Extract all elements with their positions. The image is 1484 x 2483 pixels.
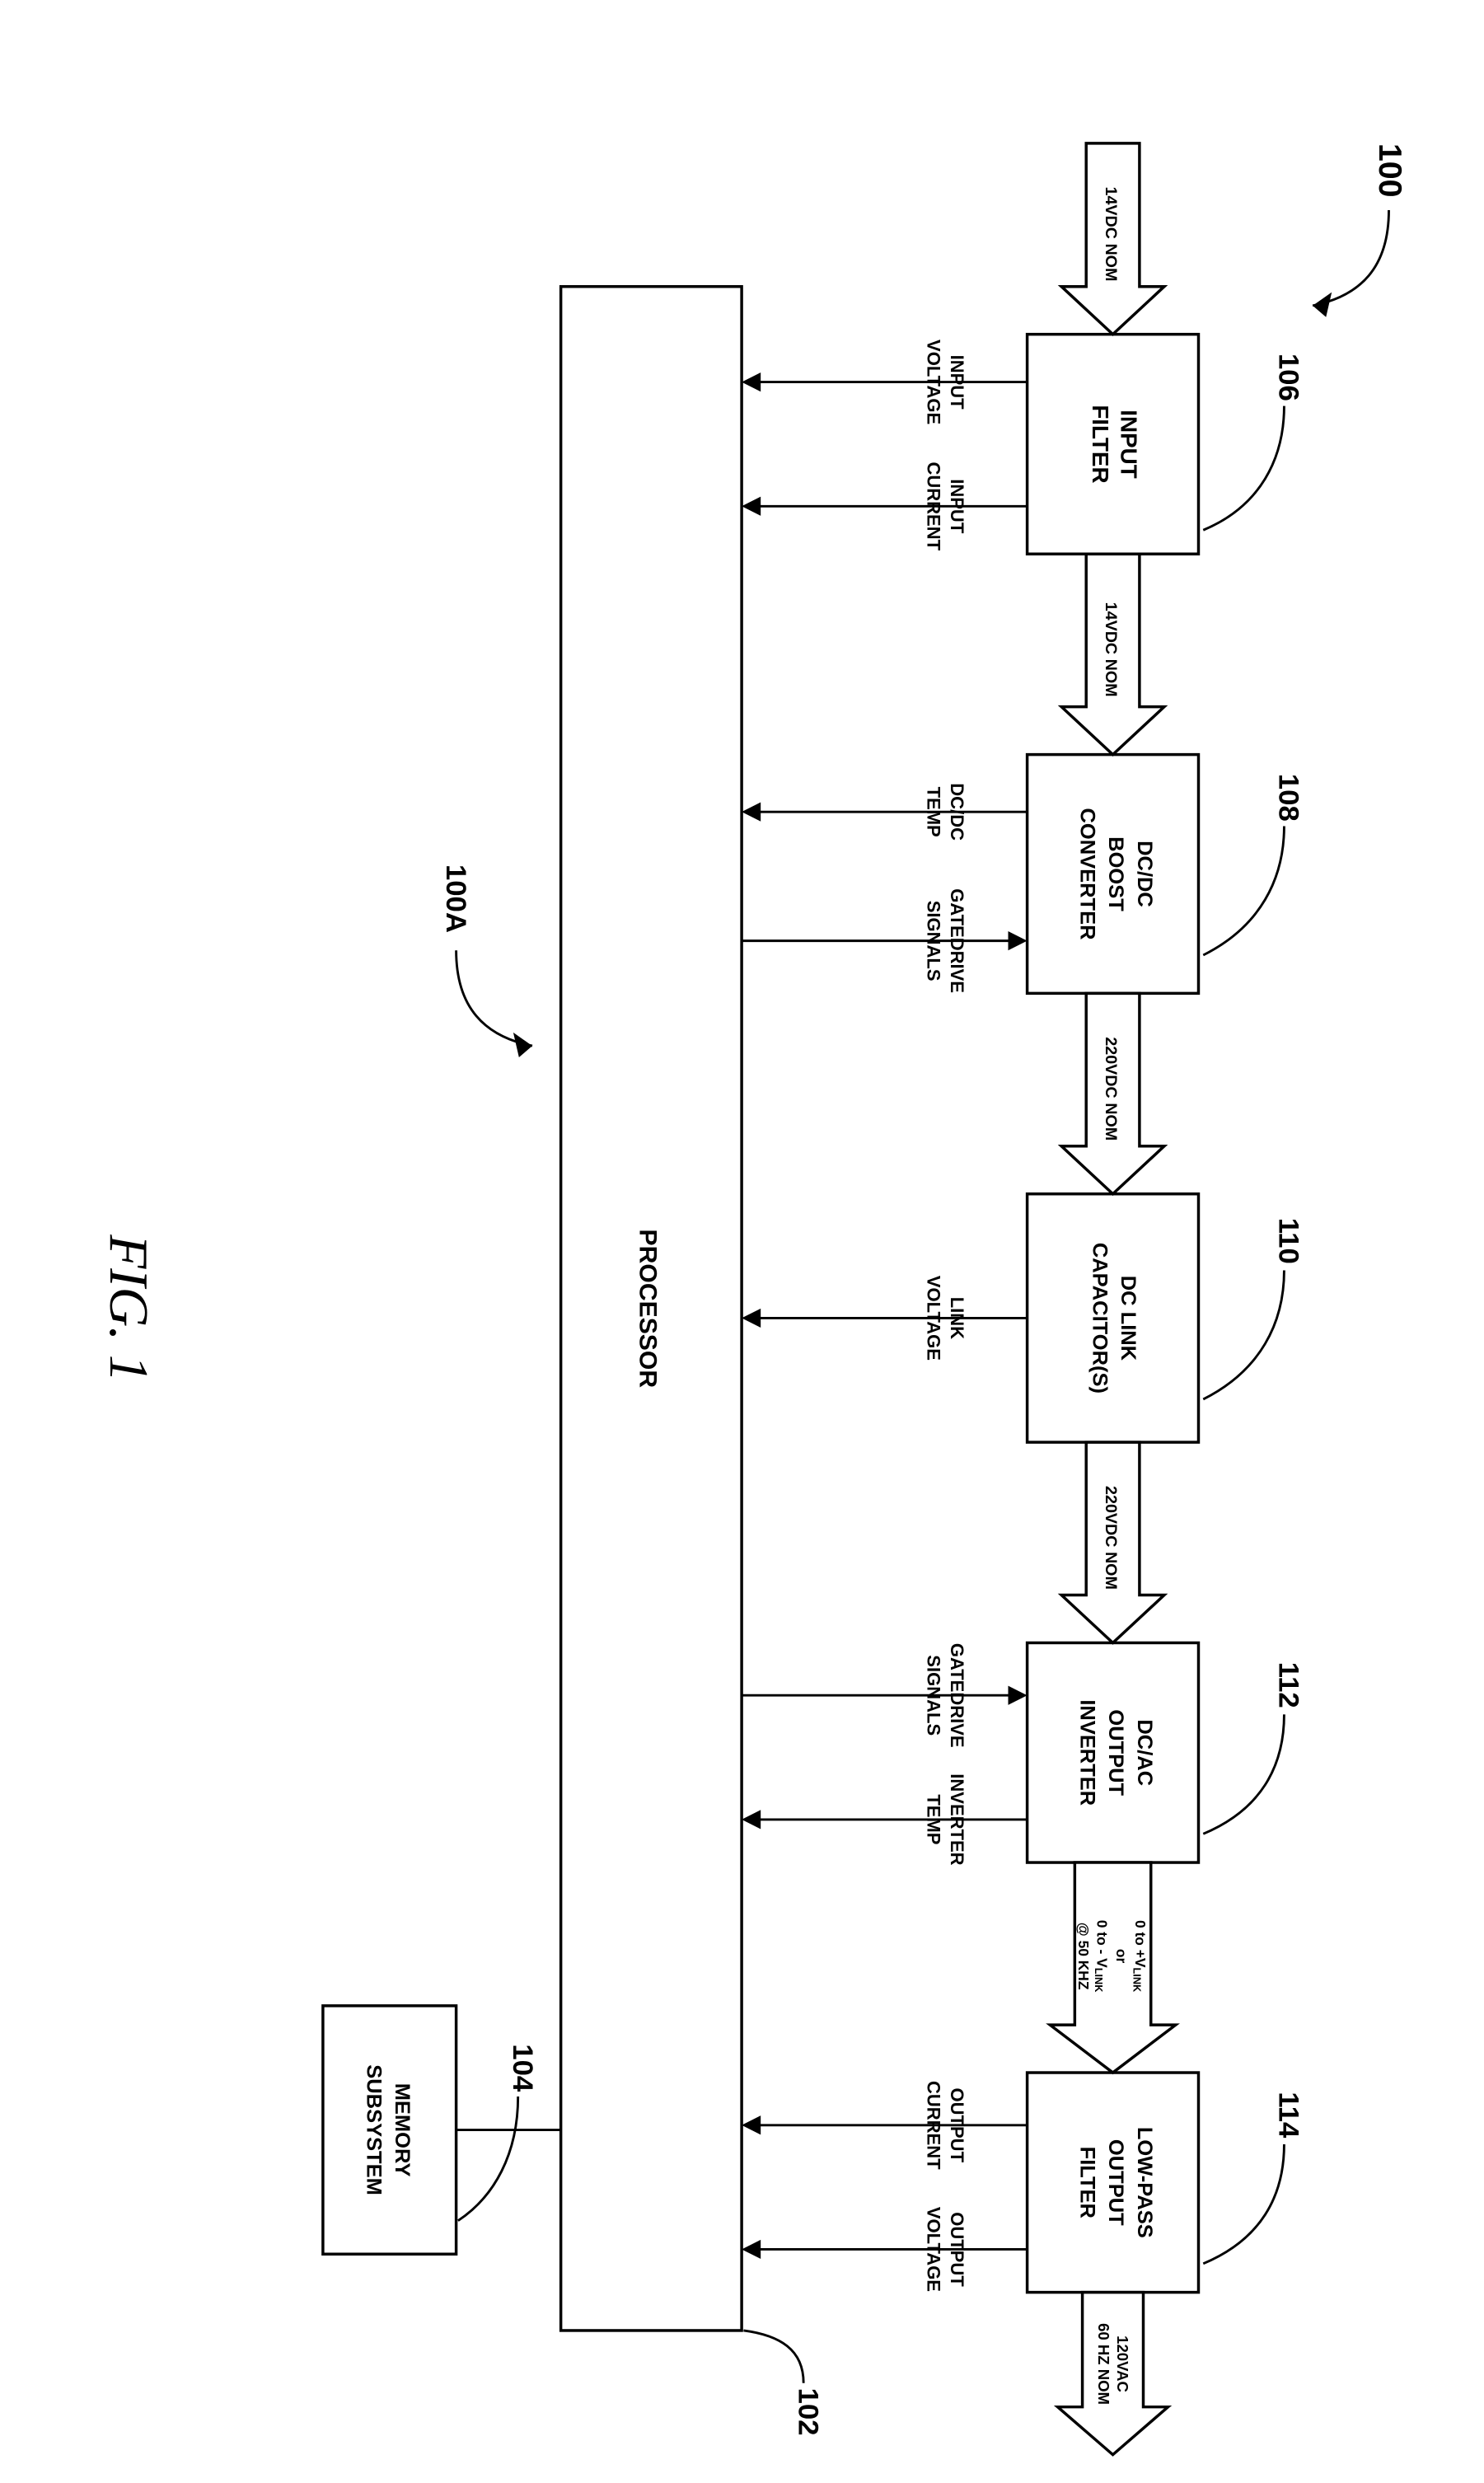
svg-text:60 HZ NOM: 60 HZ NOM	[1095, 2323, 1112, 2405]
svg-text:LINK: LINK	[947, 1297, 967, 1339]
ref-inverter: 112	[1273, 1662, 1304, 1708]
svg-text:CAPACITOR(S): CAPACITOR(S)	[1088, 1243, 1112, 1394]
svg-text:INVERTER: INVERTER	[947, 1773, 967, 1865]
svg-text:CURRENT: CURRENT	[923, 2081, 943, 2170]
svg-text:120VAC: 120VAC	[1114, 2335, 1131, 2392]
svg-text:PROCESSOR: PROCESSOR	[634, 1230, 662, 1389]
arrow-out: 120VAC 60 HZ NOM	[1058, 2293, 1168, 2455]
svg-text:@ 50 KHZ: @ 50 KHZ	[1075, 1923, 1092, 1990]
arrow-1: 14VDC NOM	[1061, 554, 1164, 754]
ref-input-filter: 106	[1273, 354, 1304, 401]
svg-text:14VDC NOM: 14VDC NOM	[1102, 187, 1120, 282]
block-inverter: DC/AC OUTPUT INVERTER	[1028, 1642, 1199, 1862]
svg-text:TEMP: TEMP	[923, 787, 943, 837]
block-input-filter: INPUT FILTER	[1028, 335, 1199, 555]
signal-inverter-temp: INVERTER TEMP	[742, 1773, 1027, 1865]
svg-text:14VDC NOM: 14VDC NOM	[1102, 602, 1120, 697]
svg-text:GATEDRIVE: GATEDRIVE	[947, 1643, 967, 1748]
signal-dcdc-temp: DC/DC TEMP	[742, 783, 1027, 841]
svg-text:INPUT: INPUT	[947, 479, 967, 534]
ref-subsystem: 100A	[440, 864, 471, 933]
ref-memory: 104	[507, 2044, 538, 2092]
arrow-3: 220VDC NOM	[1061, 1442, 1164, 1642]
svg-text:LOW-PASS: LOW-PASS	[1133, 2127, 1156, 2238]
svg-text:VOLTAGE: VOLTAGE	[923, 1276, 943, 1361]
svg-text:INPUT: INPUT	[947, 355, 967, 410]
svg-text:CONVERTER: CONVERTER	[1076, 808, 1099, 939]
block-processor: PROCESSOR	[561, 287, 742, 2331]
figure-caption: FIG. 1	[98, 1234, 160, 1382]
svg-text:OUTPUT: OUTPUT	[947, 2212, 967, 2287]
block-boost-converter: DC/DC BOOST CONVERTER	[1028, 755, 1199, 994]
svg-text:GATEDRIVE: GATEDRIVE	[947, 888, 967, 993]
svg-text:FILTER: FILTER	[1088, 405, 1113, 483]
signal-output-current: OUTPUT CURRENT	[742, 2081, 1027, 2170]
signal-gatedrive-boost: GATEDRIVE SIGNALS	[742, 888, 1027, 993]
svg-text:220VDC NOM: 220VDC NOM	[1102, 1486, 1120, 1590]
svg-text:CURRENT: CURRENT	[923, 461, 943, 550]
svg-text:SIGNALS: SIGNALS	[923, 1655, 943, 1736]
ref-lpf: 114	[1273, 2092, 1304, 2139]
svg-text:TEMP: TEMP	[923, 1794, 943, 1844]
arrow-4: 0 to +VLINK or 0 to - VLINK @ 50 KHZ	[1050, 1862, 1175, 2073]
arrow-in: 14VDC NOM	[1061, 143, 1164, 335]
svg-text:DC/DC: DC/DC	[947, 783, 967, 841]
svg-text:INVERTER: INVERTER	[1076, 1699, 1099, 1806]
svg-text:OUTPUT: OUTPUT	[947, 2088, 967, 2163]
ref-system: 100	[1372, 143, 1408, 198]
svg-text:DC/DC: DC/DC	[1133, 841, 1156, 907]
svg-text:VOLTAGE: VOLTAGE	[923, 340, 943, 424]
svg-text:BOOST: BOOST	[1104, 836, 1127, 911]
svg-text:DC LINK: DC LINK	[1117, 1276, 1140, 1361]
block-link-caps: DC LINK CAPACITOR(S)	[1028, 1194, 1199, 1442]
signal-input-current: INPUT CURRENT	[742, 461, 1027, 550]
svg-text:MEMORY: MEMORY	[391, 2083, 414, 2177]
svg-text:SUBSYSTEM: SUBSYSTEM	[362, 2064, 385, 2195]
arrow-2: 220VDC NOM	[1061, 993, 1164, 1193]
signal-gatedrive-inverter: GATEDRIVE SIGNALS	[742, 1643, 1027, 1748]
ref-processor: 102	[792, 2388, 823, 2436]
block-memory: MEMORY SUBSYSTEM	[323, 2006, 456, 2254]
svg-text:DC/AC: DC/AC	[1133, 1719, 1156, 1786]
block-lpf: LOW-PASS OUTPUT FILTER	[1028, 2073, 1199, 2293]
signal-output-voltage: OUTPUT VOLTAGE	[742, 2207, 1027, 2292]
ref-boost: 108	[1273, 774, 1304, 822]
svg-text:SIGNALS: SIGNALS	[923, 901, 943, 981]
svg-text:FILTER: FILTER	[1076, 2147, 1099, 2218]
svg-text:220VDC NOM: 220VDC NOM	[1102, 1037, 1120, 1141]
svg-text:VOLTAGE: VOLTAGE	[923, 2207, 943, 2292]
svg-text:OUTPUT: OUTPUT	[1104, 2139, 1127, 2226]
svg-text:or: or	[1113, 1949, 1130, 1964]
svg-text:INPUT: INPUT	[1117, 410, 1142, 478]
ref-link-caps: 110	[1273, 1218, 1304, 1264]
svg-text:OUTPUT: OUTPUT	[1104, 1709, 1127, 1796]
signal-link-voltage: LINK VOLTAGE	[742, 1276, 1027, 1361]
signal-input-voltage: INPUT VOLTAGE	[742, 340, 1027, 424]
